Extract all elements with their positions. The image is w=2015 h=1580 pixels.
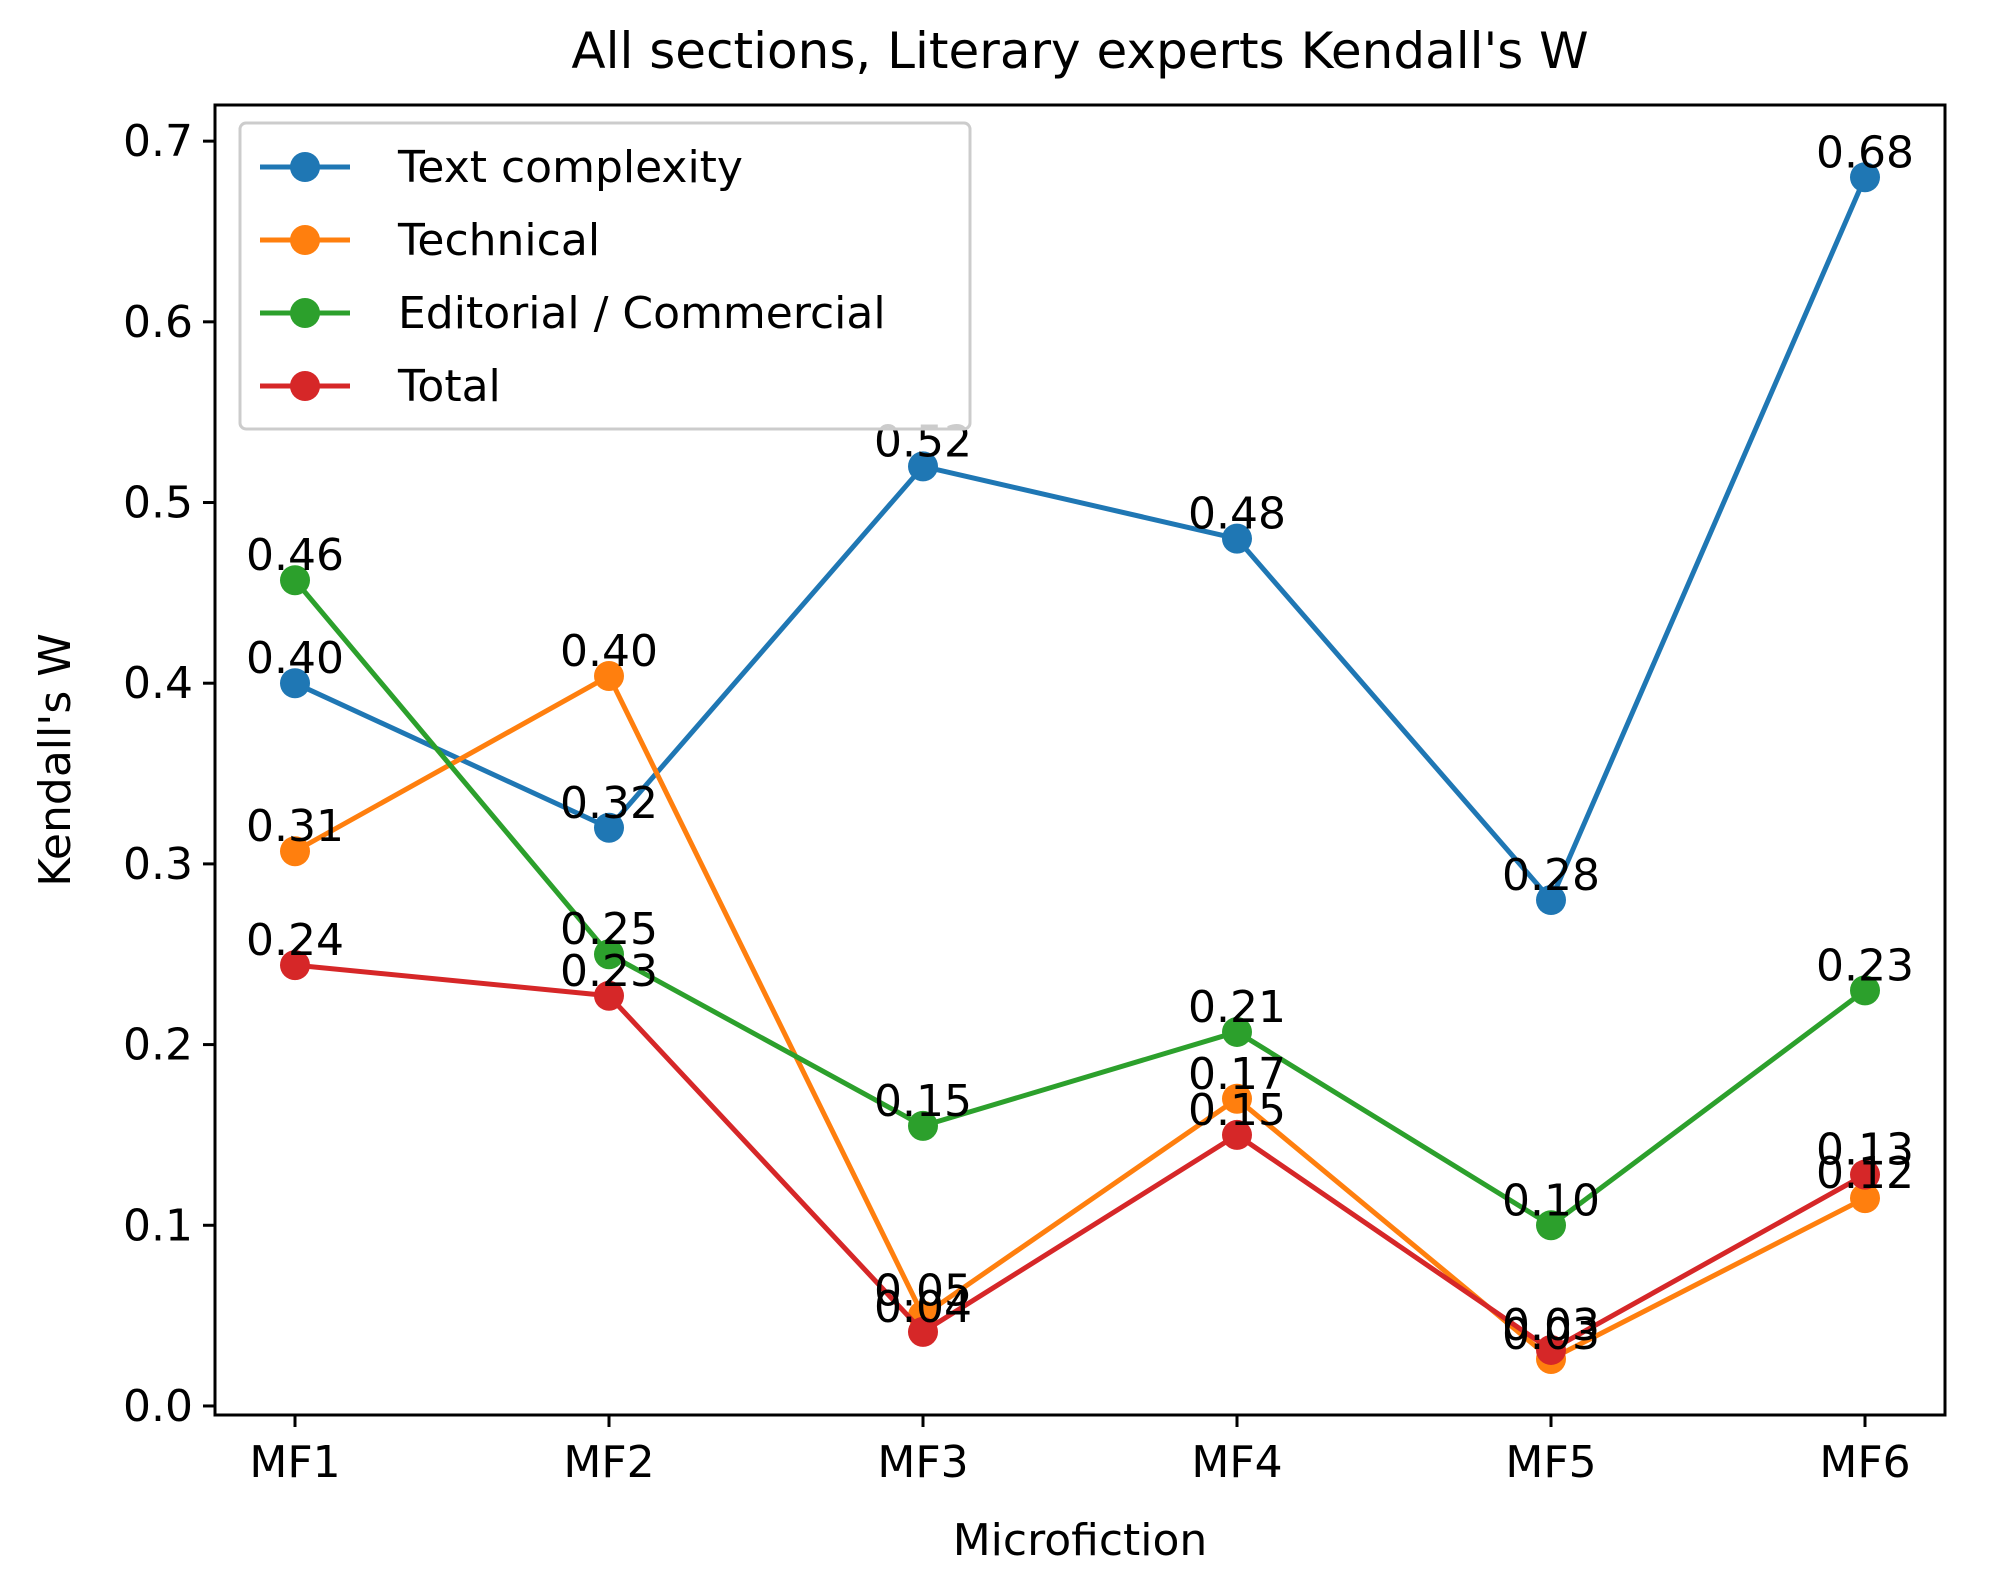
data-point — [1536, 885, 1566, 916]
data-label: 0.15 — [874, 1076, 972, 1127]
data-point — [280, 565, 310, 596]
y-tick-label: 0.7 — [123, 116, 193, 167]
data-label: 0.21 — [1188, 982, 1286, 1033]
data-label: 0.24 — [246, 915, 344, 966]
y-tick-label: 0.6 — [123, 297, 193, 348]
data-label: 0.15 — [1188, 1085, 1286, 1136]
data-point — [1850, 975, 1880, 1006]
data-point — [594, 980, 624, 1011]
series-line — [293, 673, 1867, 1362]
data-label: 0.17 — [1188, 1049, 1286, 1100]
legend-item: Text complexity — [260, 142, 743, 193]
legend-label: Text complexity — [397, 142, 743, 193]
legend-box — [238, 121, 972, 431]
data-label: 0.68 — [1816, 127, 1914, 178]
data-label: 0.28 — [1502, 850, 1600, 901]
x-tick-label: MF2 — [563, 1437, 654, 1488]
data-label: 0.04 — [874, 1282, 972, 1333]
y-tick-label: 0.1 — [123, 1200, 193, 1251]
data-point — [908, 451, 938, 482]
series-line — [293, 578, 1867, 1228]
data-label: 0.25 — [560, 904, 658, 955]
data-point — [1222, 523, 1252, 554]
data-point — [1536, 1334, 1566, 1365]
data-point — [1222, 1083, 1252, 1114]
x-axis-label: Microfiction — [953, 1515, 1208, 1566]
x-tick-label: MF1 — [249, 1437, 340, 1488]
data-point — [1850, 1159, 1880, 1190]
x-tick-label: MF4 — [1191, 1437, 1282, 1488]
legend-label: Editorial / Commercial — [398, 288, 886, 339]
legend-swatch-marker — [290, 298, 320, 328]
legend-label: Total — [397, 361, 501, 412]
y-tick-label: 0.2 — [123, 1020, 193, 1071]
data-label: 0.23 — [560, 946, 658, 997]
data-point — [594, 939, 624, 970]
data-point — [1850, 1183, 1880, 1214]
axes: 0.0 0.1 0.2 0.3 0.4 0.5 0.6 0.7 MF1 MF2 MF3 MF4 MF5 M… — [123, 103, 1947, 1488]
y-axis-label: Kendall's W — [30, 633, 81, 886]
data-label: 0.32 — [560, 778, 658, 829]
data-point — [908, 1316, 938, 1347]
series-total — [280, 950, 1880, 1365]
legend-swatch-marker — [290, 225, 320, 255]
data-label: 0.03 — [1502, 1300, 1600, 1351]
x-tick-label: MF6 — [1819, 1437, 1910, 1488]
data-point — [280, 668, 310, 699]
legend-label: Technical — [397, 215, 600, 266]
x-tick-label: MF3 — [877, 1437, 968, 1488]
data-point — [908, 1110, 938, 1141]
data-point — [1850, 162, 1880, 193]
legend-item: Total — [260, 361, 501, 412]
data-point — [280, 836, 310, 867]
data-point — [1222, 1016, 1252, 1047]
legend-swatch-marker — [290, 371, 320, 401]
x-tick-label: MF5 — [1505, 1437, 1596, 1488]
data-labels: 0.400.320.520.480.280.680.310.400.050.17… — [246, 127, 1914, 1360]
data-label: 0.05 — [874, 1266, 972, 1317]
data-label: 0.12 — [1816, 1148, 1914, 1199]
y-tick-label: 0.0 — [123, 1381, 193, 1432]
data-label: 0.40 — [246, 633, 344, 684]
data-label: 0.46 — [246, 530, 344, 581]
plot-frame — [213, 103, 1947, 1417]
y-tick-label: 0.4 — [123, 658, 193, 709]
data-label: 0.48 — [1188, 489, 1286, 540]
series-layer — [280, 162, 1880, 1374]
legend: Text complexity Technical Editorial / Comm… — [238, 121, 972, 431]
series-line — [293, 176, 1868, 903]
data-label: 0.23 — [1816, 940, 1914, 991]
data-label: 0.10 — [1502, 1175, 1600, 1226]
legend-item: Editorial / Commercial — [260, 288, 886, 339]
data-point — [280, 950, 310, 981]
data-point — [1222, 1119, 1252, 1150]
series-technical — [280, 660, 1880, 1374]
legend-item: Technical — [260, 215, 600, 266]
data-label: 0.40 — [560, 626, 658, 677]
data-label: 0.31 — [246, 801, 344, 852]
data-point — [594, 660, 624, 691]
chart-title: All sections, Literary experts Kendall's… — [571, 22, 1588, 80]
y-tick-label: 0.3 — [123, 839, 193, 890]
y-tick-label: 0.5 — [123, 478, 193, 529]
series-editorial-commercial — [280, 565, 1880, 1241]
data-point — [594, 812, 624, 843]
legend-swatch-marker — [290, 152, 320, 182]
series-text-complexity — [280, 162, 1880, 916]
data-label: 0.03 — [1502, 1309, 1600, 1360]
data-point — [1536, 1210, 1566, 1241]
series-line — [294, 962, 1867, 1353]
data-label: 0.13 — [1816, 1125, 1914, 1176]
